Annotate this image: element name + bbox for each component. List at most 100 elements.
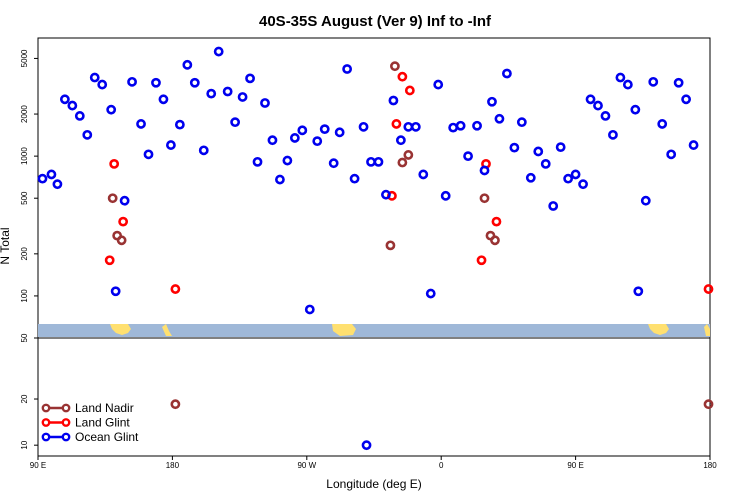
y-axis-lower: 10 20 50 bbox=[20, 333, 38, 450]
data-point-ocean-glint bbox=[46, 169, 57, 180]
data-point-ocean-glint bbox=[633, 286, 644, 297]
legend-marker bbox=[61, 418, 71, 427]
data-point-ocean-glint bbox=[688, 140, 699, 150]
data-point-ocean-glint bbox=[52, 179, 63, 190]
data-point-ocean-glint bbox=[267, 135, 278, 146]
legend-marker bbox=[41, 432, 51, 442]
data-point-land-glint bbox=[118, 216, 129, 227]
x-tick-label: 90 E bbox=[30, 461, 46, 470]
legend-marker bbox=[41, 403, 51, 413]
data-point-land-glint bbox=[109, 158, 120, 169]
y-tick-label: 10 bbox=[20, 440, 29, 449]
data-point-ocean-glint bbox=[433, 79, 444, 90]
data-point-land-nadir bbox=[170, 399, 181, 410]
x-axis: 90 E 180 90 W 0 90 E 180 bbox=[30, 456, 717, 470]
data-point-land-glint bbox=[397, 71, 408, 82]
data-point-ocean-glint bbox=[479, 165, 490, 176]
data-point-land-glint bbox=[476, 255, 487, 266]
x-tick-label: 180 bbox=[703, 461, 717, 470]
data-point-ocean-glint bbox=[275, 174, 285, 185]
data-point-land-nadir bbox=[107, 193, 118, 204]
series-land-glint bbox=[104, 71, 714, 294]
data-point-ocean-glint bbox=[570, 169, 581, 180]
data-point-ocean-glint bbox=[600, 111, 611, 121]
data-point-ocean-glint bbox=[252, 156, 263, 167]
data-point-land-nadir bbox=[703, 399, 714, 410]
data-point-ocean-glint bbox=[166, 140, 176, 150]
data-point-ocean-glint bbox=[640, 195, 651, 206]
data-point-ocean-glint bbox=[342, 64, 353, 74]
data-point-ocean-glint bbox=[282, 155, 293, 166]
legend-item-land-nadir: Land Nadir bbox=[41, 401, 134, 415]
legend-label: Land Glint bbox=[75, 416, 130, 430]
data-point-ocean-glint bbox=[174, 119, 185, 130]
series-land-nadir bbox=[107, 61, 714, 410]
data-point-ocean-glint bbox=[37, 173, 48, 184]
data-point-ocean-glint bbox=[59, 94, 70, 105]
series-ocean-glint bbox=[37, 46, 699, 451]
land-new-zealand-repeat bbox=[704, 324, 710, 336]
legend-label: Ocean Glint bbox=[75, 430, 139, 444]
data-point-ocean-glint bbox=[487, 96, 497, 107]
data-point-ocean-glint bbox=[358, 121, 369, 132]
data-point-ocean-glint bbox=[373, 156, 384, 167]
data-point-ocean-glint bbox=[593, 100, 603, 111]
data-point-ocean-glint bbox=[630, 104, 641, 115]
data-point-ocean-glint bbox=[472, 120, 482, 131]
x-tick-label: 90 E bbox=[567, 461, 583, 470]
land-africa-repeat bbox=[648, 324, 669, 335]
data-point-ocean-glint bbox=[182, 59, 193, 70]
data-point-ocean-glint bbox=[74, 111, 85, 121]
legend-marker bbox=[61, 432, 71, 442]
data-point-ocean-glint bbox=[666, 149, 677, 160]
data-point-land-nadir bbox=[397, 157, 408, 168]
data-point-ocean-glint bbox=[143, 149, 154, 160]
data-point-ocean-glint bbox=[349, 173, 360, 184]
data-point-ocean-glint bbox=[151, 77, 161, 88]
data-point-ocean-glint bbox=[260, 98, 270, 108]
data-point-ocean-glint bbox=[89, 72, 100, 83]
upper-panel-frame bbox=[37, 37, 711, 339]
data-point-ocean-glint bbox=[198, 145, 209, 156]
data-point-ocean-glint bbox=[657, 119, 668, 129]
data-point-ocean-glint bbox=[136, 119, 146, 129]
data-point-ocean-glint bbox=[548, 201, 559, 211]
lower-panel-frame bbox=[37, 337, 711, 457]
data-point-ocean-glint bbox=[297, 125, 308, 136]
data-point-ocean-glint bbox=[97, 79, 108, 90]
data-point-ocean-glint bbox=[361, 440, 372, 451]
data-point-ocean-glint bbox=[622, 79, 633, 90]
legend-item-ocean-glint: Ocean Glint bbox=[41, 430, 139, 444]
data-point-ocean-glint bbox=[334, 127, 345, 138]
data-point-land-glint bbox=[404, 85, 415, 96]
data-point-ocean-glint bbox=[425, 288, 436, 299]
data-point-ocean-glint bbox=[395, 135, 406, 146]
y-axis-upper: 100 200 500 1000 2000 5000 bbox=[20, 49, 38, 303]
data-point-land-glint bbox=[104, 255, 115, 266]
data-point-ocean-glint bbox=[388, 95, 399, 106]
legend-marker bbox=[41, 418, 51, 427]
x-tick-label: 0 bbox=[439, 461, 444, 470]
data-point-ocean-glint bbox=[681, 94, 692, 105]
data-point-ocean-glint bbox=[230, 117, 241, 128]
data-point-land-nadir bbox=[385, 240, 396, 251]
y-axis-label: N Total bbox=[0, 227, 12, 264]
legend-item-land-glint: Land Glint bbox=[41, 416, 130, 430]
data-point-land-glint bbox=[491, 216, 502, 227]
x-tick-label: 90 W bbox=[297, 461, 316, 470]
y-tick-label: 5000 bbox=[20, 49, 29, 67]
x-axis-label: Longitude (deg E) bbox=[326, 477, 421, 491]
data-point-ocean-glint bbox=[418, 169, 429, 180]
land-south-america bbox=[332, 324, 356, 336]
data-point-ocean-glint bbox=[509, 142, 520, 153]
data-point-ocean-glint bbox=[585, 94, 596, 105]
data-point-ocean-glint bbox=[319, 124, 330, 135]
data-point-ocean-glint bbox=[410, 121, 421, 132]
data-point-ocean-glint bbox=[328, 158, 339, 169]
data-point-ocean-glint bbox=[673, 77, 684, 88]
data-point-ocean-glint bbox=[189, 77, 200, 88]
data-point-ocean-glint bbox=[555, 142, 566, 153]
y-tick-label: 200 bbox=[20, 247, 29, 261]
data-point-ocean-glint bbox=[502, 68, 512, 79]
